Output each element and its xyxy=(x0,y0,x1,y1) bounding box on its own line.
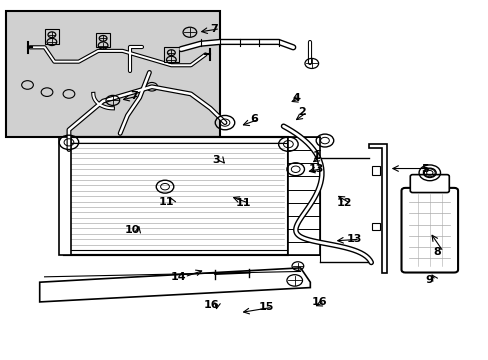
Text: 9: 9 xyxy=(425,275,433,285)
Text: 16: 16 xyxy=(311,297,326,307)
Text: 13: 13 xyxy=(346,234,361,244)
Text: 11: 11 xyxy=(235,198,251,208)
Text: 13: 13 xyxy=(308,163,324,174)
Bar xyxy=(64,137,288,255)
FancyBboxPatch shape xyxy=(409,175,448,193)
Polygon shape xyxy=(368,144,386,273)
Text: 16: 16 xyxy=(203,300,219,310)
Text: 5: 5 xyxy=(420,163,428,174)
Polygon shape xyxy=(40,268,310,302)
Text: 8: 8 xyxy=(433,247,441,257)
Text: 2: 2 xyxy=(297,107,305,117)
Text: 10: 10 xyxy=(124,225,140,235)
Bar xyxy=(59,137,71,255)
Text: 6: 6 xyxy=(249,114,257,124)
Text: 14: 14 xyxy=(170,272,186,282)
Text: 3: 3 xyxy=(212,155,220,165)
Bar xyxy=(163,47,178,62)
Text: 1: 1 xyxy=(312,150,320,161)
Text: 7: 7 xyxy=(210,24,218,34)
Bar xyxy=(288,137,320,255)
Bar xyxy=(5,12,220,137)
Text: 12: 12 xyxy=(336,198,351,208)
Bar xyxy=(371,223,379,230)
Bar xyxy=(44,30,59,44)
FancyBboxPatch shape xyxy=(401,188,457,273)
Bar xyxy=(96,33,110,47)
Text: 7: 7 xyxy=(130,91,138,101)
Text: 11: 11 xyxy=(159,197,174,207)
Text: 15: 15 xyxy=(258,302,274,312)
Text: 4: 4 xyxy=(292,93,300,103)
Bar xyxy=(371,166,379,175)
